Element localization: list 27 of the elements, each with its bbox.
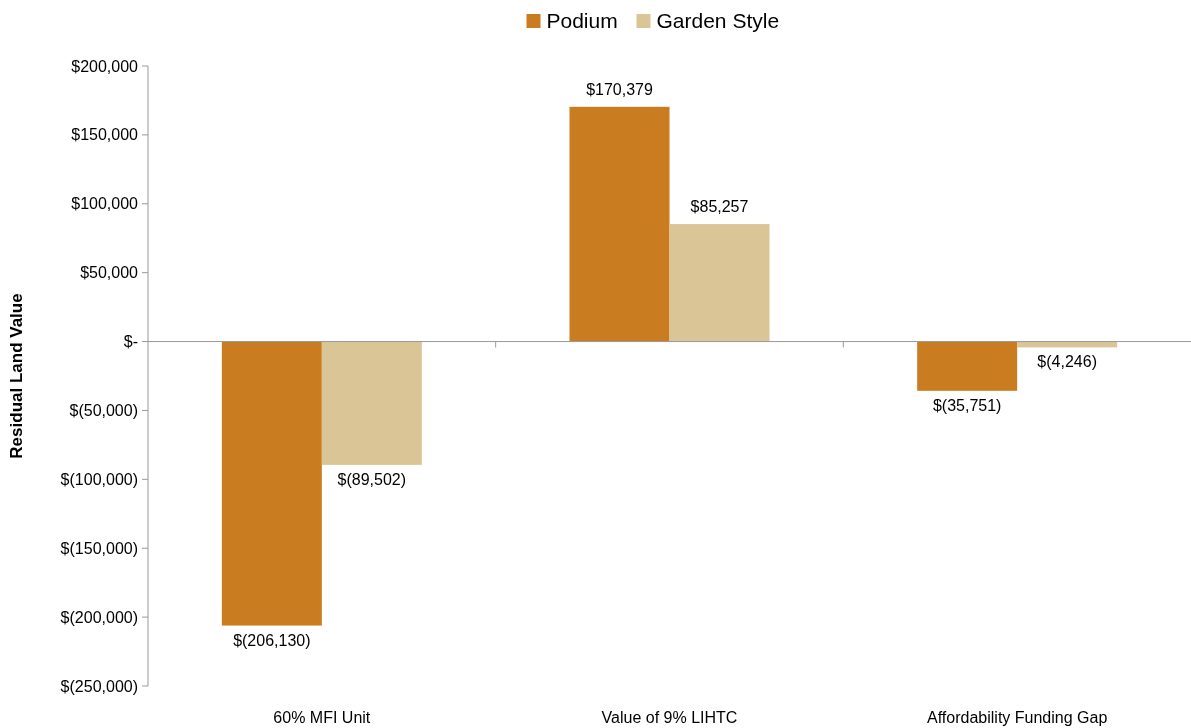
y-tick-label: $50,000 — [80, 264, 139, 282]
y-tick-label: $(150,000) — [60, 539, 138, 557]
y-tick-label: $150,000 — [71, 126, 139, 144]
y-tick-label: $100,000 — [71, 195, 139, 213]
bar — [569, 106, 670, 342]
bar — [669, 224, 770, 342]
y-tick-label: $(250,000) — [60, 677, 138, 695]
legend-label: Podium — [546, 9, 618, 33]
y-tick-label: $(200,000) — [60, 608, 138, 626]
y-tick-label: $(50,000) — [69, 402, 138, 420]
y-axis-title: Residual Land Value — [7, 293, 26, 459]
y-tick-label: $200,000 — [71, 57, 139, 75]
x-tick-label: 60% MFI Unit — [273, 709, 371, 726]
data-label: $(35,751) — [932, 396, 1002, 414]
y-tick-label: $(100,000) — [60, 470, 138, 488]
bar — [321, 341, 422, 465]
bar — [917, 341, 1018, 391]
data-label: $(4,246) — [1037, 353, 1097, 371]
data-label: $(206,130) — [233, 631, 311, 649]
data-label: $85,257 — [690, 198, 749, 216]
x-tick-label: Value of 9% LIHTC — [601, 709, 738, 726]
data-label: $170,379 — [586, 80, 653, 98]
x-tick-label: Affordability Funding Gap — [927, 709, 1108, 726]
legend-label: Garden Style — [656, 9, 780, 33]
bar — [221, 341, 322, 626]
y-tick-label: $- — [123, 333, 138, 351]
data-label: $(89,502) — [337, 470, 407, 488]
